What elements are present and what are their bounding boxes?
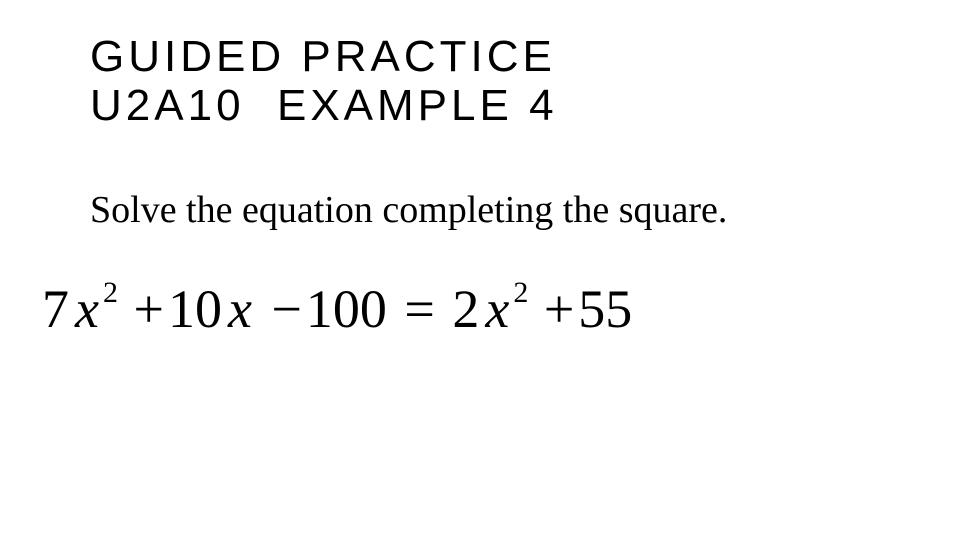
coef-4: 2 [452, 279, 479, 339]
coef-3: 100 [306, 279, 387, 339]
heading-line-1: GUIDED PRACTICE [90, 32, 556, 81]
coef-2: 10 [168, 279, 222, 339]
var-3: x [479, 279, 511, 339]
equals-sign: = [400, 279, 438, 339]
op-plus-1: + [129, 279, 167, 339]
instruction-text: Solve the equation completing the square… [90, 188, 727, 232]
op-minus-1: − [267, 279, 305, 339]
exp-2: 2 [513, 276, 528, 309]
heading-line-2: U2A10 EXAMPLE 4 [90, 81, 558, 130]
exp-1: 2 [103, 276, 118, 309]
var-1: x [69, 279, 101, 339]
coef-1: 7 [42, 279, 69, 339]
op-plus-2: + [540, 279, 578, 339]
coef-5: 55 [578, 279, 632, 339]
slide: GUIDED PRACTICE U2A10 EXAMPLE 4 Solve th… [0, 0, 960, 540]
var-2: x [222, 279, 254, 339]
equation: 7x2 +10x −100 = 2x2 +55 [42, 278, 632, 340]
slide-heading: GUIDED PRACTICE U2A10 EXAMPLE 4 [90, 32, 558, 131]
